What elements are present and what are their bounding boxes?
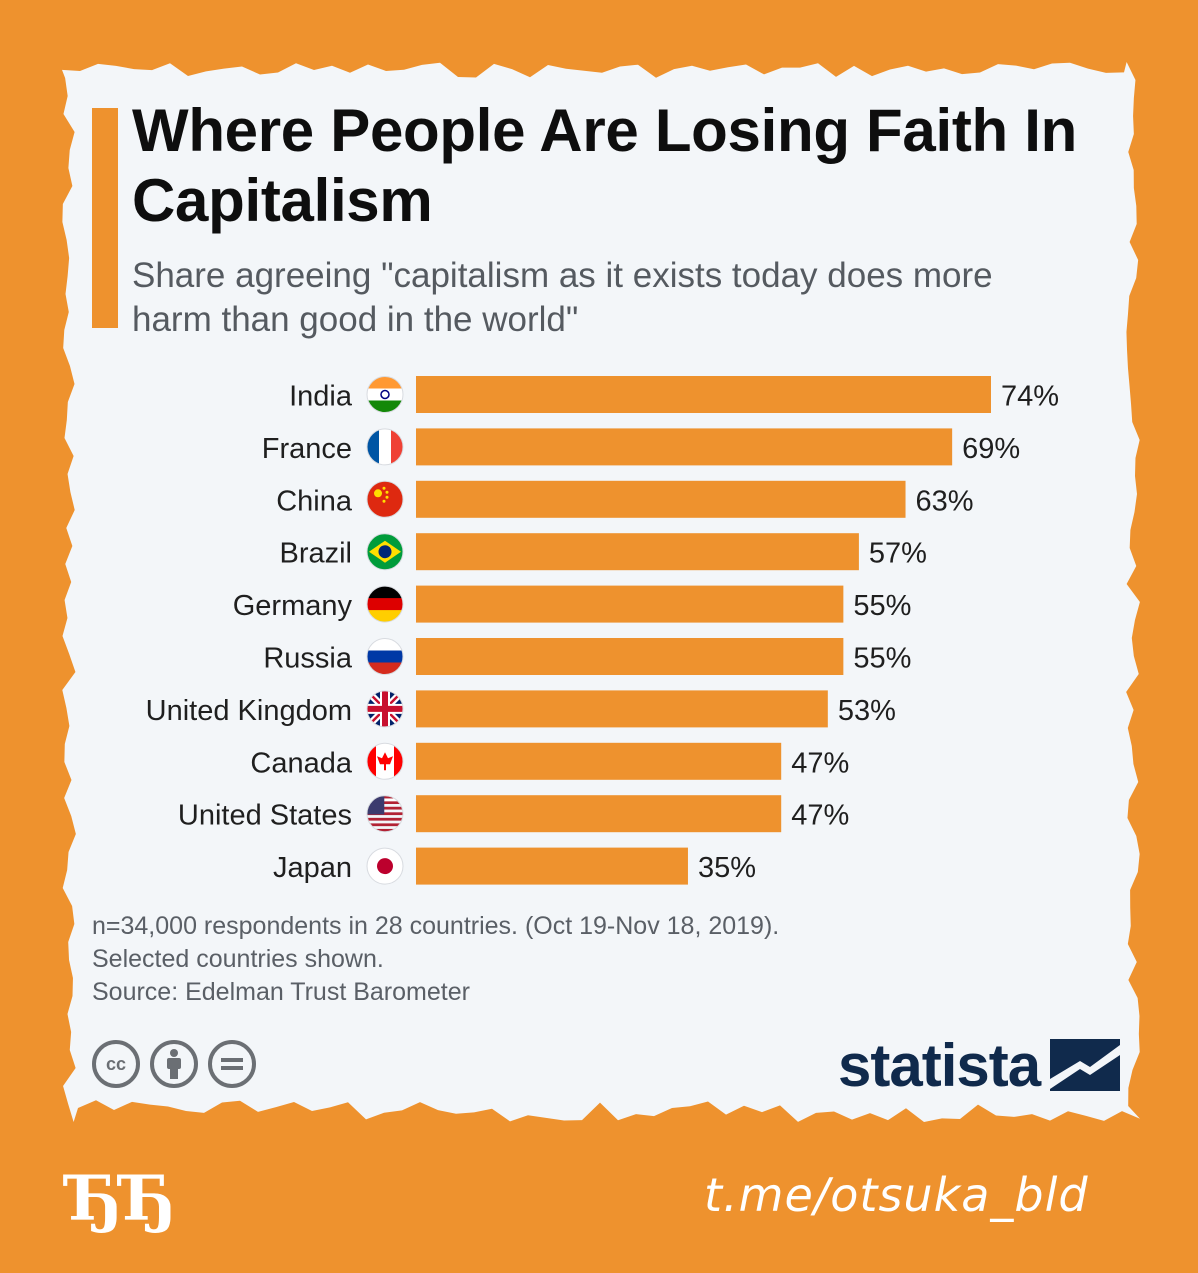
data-label: 55%	[853, 590, 911, 622]
india-flag-icon	[366, 376, 404, 413]
data-label: 35%	[698, 852, 756, 884]
channel-logo: ЂЂ	[66, 1162, 176, 1235]
category-label: Japan	[273, 852, 352, 884]
bar-row: Brazil 57%	[279, 533, 927, 571]
united-states-flag-icon	[366, 795, 404, 833]
data-label: 47%	[791, 800, 849, 832]
statista-mark-icon	[1050, 1039, 1121, 1091]
data-label: 55%	[853, 643, 911, 675]
united-kingdom-flag-icon	[366, 690, 404, 728]
category-label: India	[289, 381, 353, 413]
data-label: 74%	[1001, 381, 1059, 413]
sample-note: n=34,000 respondents in 28 countries. (O…	[92, 912, 780, 940]
bar-row: India 74%	[289, 376, 1059, 413]
bar	[416, 585, 844, 623]
license-icons: cc	[92, 1040, 256, 1092]
bar-row: Japan 35%	[273, 847, 756, 885]
bar	[416, 847, 688, 885]
source-note: Source: Edelman Trust Barometer	[92, 978, 470, 1006]
bar	[416, 690, 828, 728]
category-label: United States	[178, 800, 352, 832]
brazil-flag-icon	[366, 533, 404, 571]
category-label: China	[276, 485, 353, 517]
statista-logo: statista	[838, 1030, 1121, 1100]
category-label: France	[262, 433, 352, 465]
bar-row: France 69%	[262, 428, 1020, 466]
data-label: 53%	[838, 695, 896, 727]
bar	[416, 376, 991, 413]
bar-row: United States 47%	[178, 795, 849, 833]
data-label: 69%	[962, 433, 1020, 465]
creative-commons-label: cc	[105, 1053, 127, 1074]
bar-row: United Kingdom 53%	[146, 690, 896, 728]
chart-title: Where People Are Losing Faith In Capital…	[132, 97, 1077, 234]
selection-note: Selected countries shown.	[92, 945, 384, 973]
china-flag-icon	[366, 480, 404, 518]
category-label: Brazil	[279, 538, 352, 570]
chart-subtitle: Share agreeing "capitalism as it exists …	[132, 256, 993, 339]
japan-flag-icon	[366, 847, 404, 885]
bar-row: Canada 47%	[250, 742, 849, 780]
bar	[416, 480, 906, 518]
title-accent-bar	[92, 108, 118, 328]
germany-flag-icon	[366, 585, 404, 623]
bar	[416, 795, 782, 833]
bar-row: Russia 55%	[263, 638, 911, 675]
creative-commons-icon: cc	[92, 1040, 140, 1088]
canada-flag-icon	[366, 742, 404, 780]
russia-flag-icon	[366, 638, 404, 675]
category-label: Canada	[250, 747, 352, 779]
no-derivatives-icon	[208, 1040, 256, 1088]
data-label: 63%	[916, 485, 974, 517]
data-label: 57%	[869, 538, 927, 570]
bar	[416, 533, 859, 571]
data-label: 47%	[791, 747, 849, 779]
chart-notes: n=34,000 respondents in 28 countries. (O…	[92, 910, 992, 1009]
bar	[416, 638, 844, 675]
statista-wordmark: statista	[838, 1031, 1041, 1099]
bar-row: Germany 55%	[233, 585, 911, 623]
france-flag-icon	[366, 428, 404, 466]
bar	[416, 428, 953, 466]
category-label: Germany	[233, 590, 353, 622]
attribution-icon	[150, 1040, 198, 1088]
category-label: United Kingdom	[146, 695, 352, 727]
bar	[416, 742, 782, 780]
bar-row: China 63%	[276, 480, 974, 518]
channel-link[interactable]: t.me/otsuka_bld	[704, 1168, 1089, 1222]
category-label: Russia	[263, 643, 353, 675]
